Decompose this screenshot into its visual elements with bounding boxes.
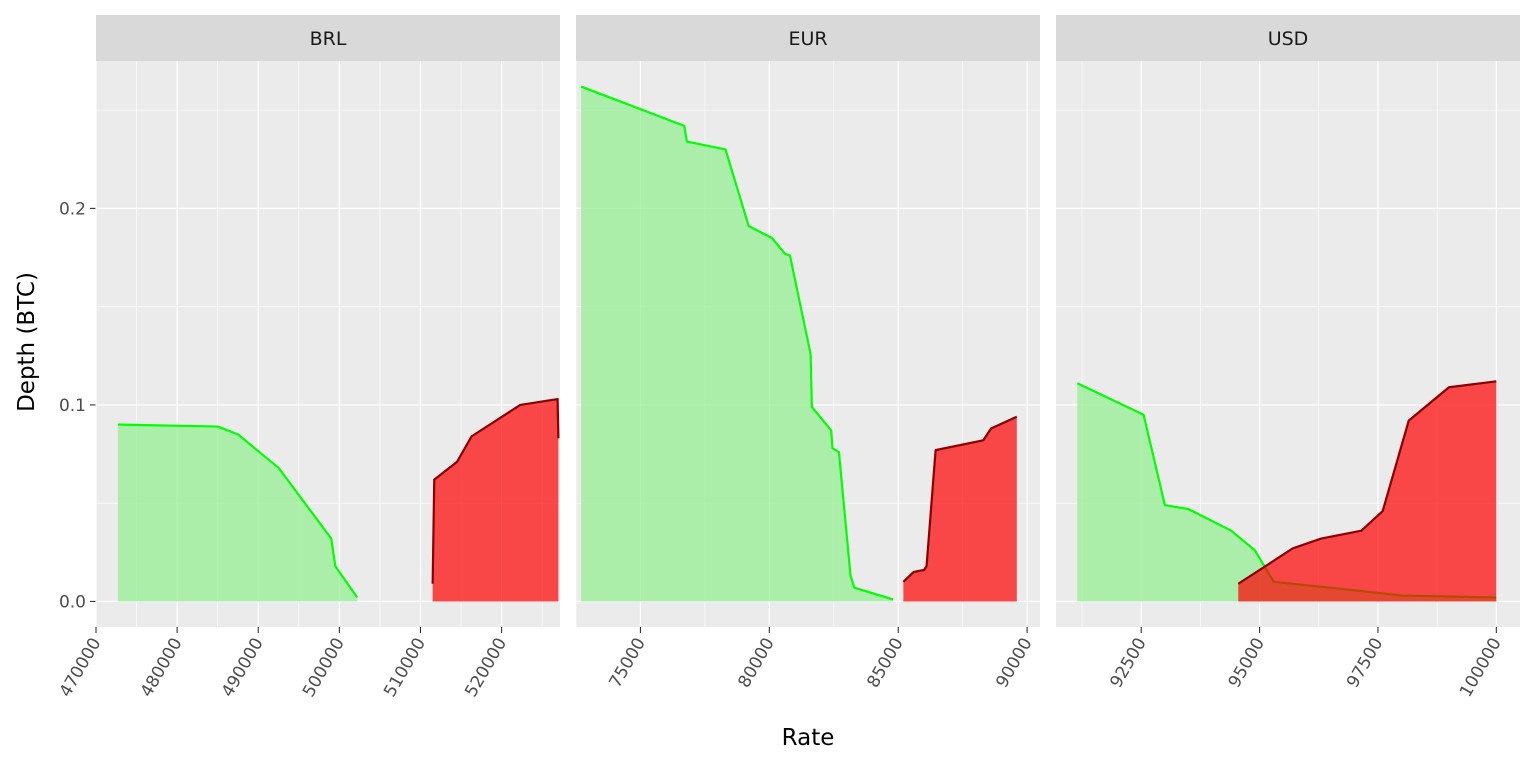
x-axis-title: Rate xyxy=(782,725,835,751)
facet-strip xyxy=(1056,15,1520,61)
y-tick-label: 0.1 xyxy=(59,396,86,416)
facet-strip xyxy=(576,15,1040,61)
facet-strip-label: BRL xyxy=(310,28,347,50)
ask-depth-line xyxy=(431,397,560,584)
bid-depth-area xyxy=(1077,383,1497,602)
bid-depth-line xyxy=(580,85,894,601)
y-tick-label: 0.0 xyxy=(59,592,86,612)
facet-strip xyxy=(96,15,560,61)
x-tick-label: 75000 xyxy=(606,634,650,691)
y-tick-label: 0.2 xyxy=(59,199,86,219)
x-tick-label: 80000 xyxy=(734,634,778,691)
facet-panel-eur: EUR 75000 80000 85000 90000 xyxy=(575,15,1040,691)
bid-depth-line xyxy=(117,423,359,599)
x-tick-label: 490000 xyxy=(218,634,268,700)
x-tick-label: 510000 xyxy=(380,634,430,700)
x-tick-label: 90000 xyxy=(992,634,1036,691)
x-tick-label: 95000 xyxy=(1225,634,1269,691)
ask-depth-line xyxy=(902,415,1018,583)
x-tick-label: 520000 xyxy=(461,634,511,700)
x-tick-label: 500000 xyxy=(299,634,349,700)
x-tick-label: 97500 xyxy=(1343,634,1387,691)
ask-depth-area xyxy=(903,416,1017,602)
ask-depth-line xyxy=(1237,380,1497,585)
ask-depth-area xyxy=(1238,381,1497,602)
facet-strip-label: EUR xyxy=(788,28,827,50)
x-tick-label: 470000 xyxy=(56,634,106,700)
x-tick-label: 100000 xyxy=(1456,634,1506,700)
facet-panel-brl: BRL 470000 480000 490000 500000 510000 520000 xyxy=(56,15,560,701)
y-axis-title: Depth (BTC) xyxy=(14,272,40,412)
x-tick-label: 480000 xyxy=(137,634,187,700)
bid-depth-area xyxy=(117,424,358,602)
facet-strip-label: USD xyxy=(1268,28,1309,50)
facet-panel-usd: USD 92500 95000 97500 100000 xyxy=(1056,15,1520,701)
x-tick-label: 92500 xyxy=(1106,634,1150,691)
bid-depth-area xyxy=(581,86,894,602)
x-tick-label: 85000 xyxy=(863,634,907,691)
